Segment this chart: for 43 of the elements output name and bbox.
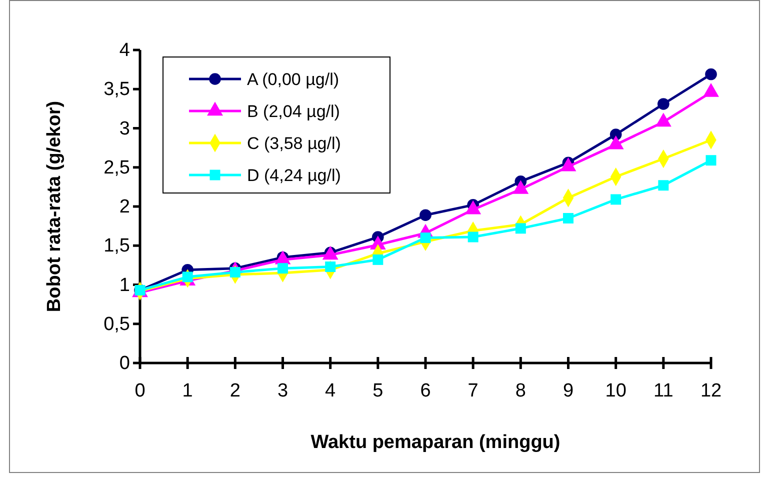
point (278, 263, 288, 274)
point (610, 194, 622, 205)
point (325, 262, 336, 272)
y-tick-label: 2,5 (104, 157, 130, 178)
x-tick-label: 12 (700, 380, 722, 402)
point (468, 232, 478, 242)
point (515, 223, 526, 234)
point (658, 180, 669, 191)
y-tick-label: 0,5 (104, 314, 130, 335)
legend-label: B (2,04 µg/l) (247, 102, 340, 121)
x-tick-label: 10 (605, 380, 626, 402)
x-tick-label: 7 (468, 380, 478, 402)
x-tick-label: 5 (372, 380, 384, 402)
point (420, 209, 432, 222)
y-tick-label: 1 (119, 274, 130, 296)
point (658, 98, 670, 110)
point (705, 68, 717, 80)
point (563, 212, 574, 224)
y-tick-label: 4 (119, 40, 130, 62)
x-tick-label: 2 (230, 380, 240, 402)
x-tick-label: 11 (654, 380, 674, 402)
point (230, 266, 240, 278)
point (706, 155, 716, 166)
y-tick-label: 1,5 (104, 236, 130, 257)
x-tick-label: 8 (515, 380, 526, 402)
legend-label: A (0,00 µg/l) (247, 70, 340, 89)
x-tick-label: 6 (420, 380, 431, 402)
y-tick-label: 3 (119, 118, 130, 140)
y-tick-label: 0 (119, 353, 130, 374)
point (420, 232, 431, 244)
x-tick-label: 0 (134, 380, 146, 402)
x-tick-label: 4 (325, 380, 336, 402)
point (182, 272, 193, 282)
x-tick-label: 1 (182, 380, 193, 402)
y-tick-label: 3,5 (104, 79, 130, 100)
point (372, 254, 384, 265)
x-tick-label: 9 (562, 380, 574, 402)
legend-label: D (4,24 µg/l) (247, 166, 341, 185)
x-axis-title: Waktu pemaparan (minggu) (310, 432, 560, 453)
x-tick-label: 3 (277, 380, 288, 402)
y-axis-title: Bobot rata-rata (g/ekor) (44, 100, 65, 312)
legend-label: C (3,58 µg/l) (247, 134, 341, 153)
y-tick-label: 2 (119, 196, 130, 218)
